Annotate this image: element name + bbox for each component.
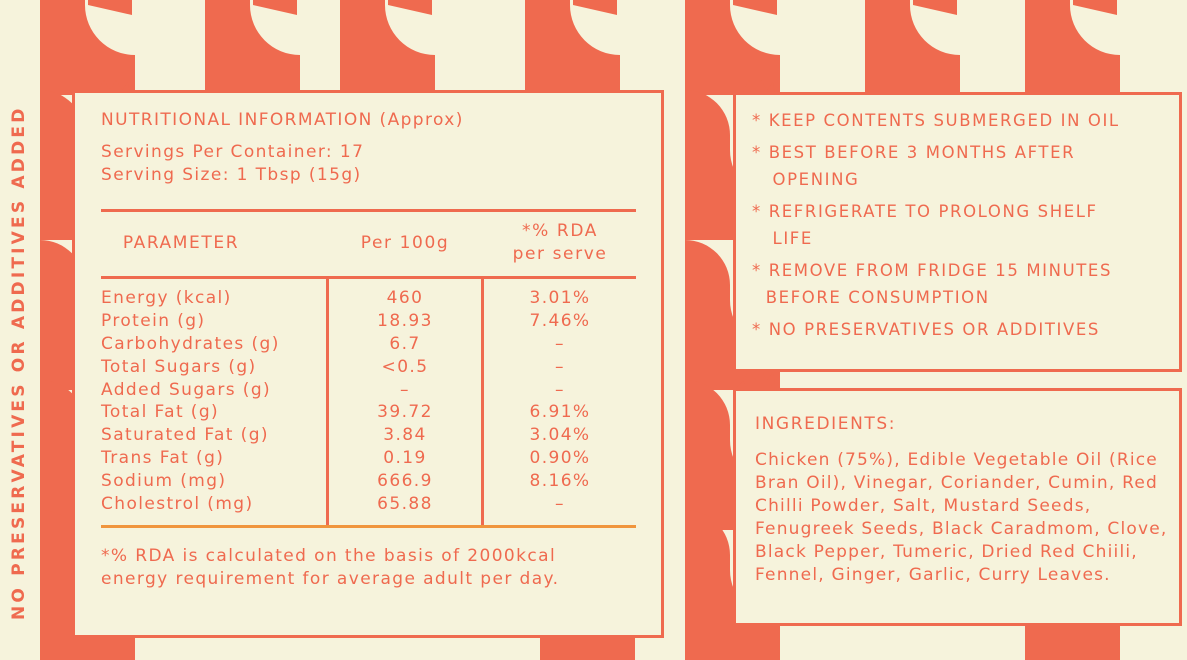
side-slogan: NO PRESERVATIVES OR ADDITIVES ADDED xyxy=(9,105,29,620)
header-rda-line1: *% RDA xyxy=(522,221,598,241)
instruction-item: * BEST BEFORE 3 MONTHS AFTER OPENING xyxy=(752,143,1076,189)
per100-cell: 0.19 xyxy=(383,448,427,469)
rda-cell: 0.90% xyxy=(529,448,591,469)
table-row: Saturated Fat (g) 3.84 3.04% xyxy=(101,424,636,447)
per100-cell: 65.88 xyxy=(377,494,433,515)
rda-cell: 6.91% xyxy=(529,402,591,423)
storage-instructions-panel: * KEEP CONTENTS SUBMERGED IN OIL * BEST … xyxy=(733,92,1182,372)
instruction-item: * KEEP CONTENTS SUBMERGED IN OIL xyxy=(752,111,1120,130)
param-cell: Added Sugars (g) xyxy=(101,379,272,400)
param-cell: Carbohydrates (g) xyxy=(101,333,280,354)
per100-cell: 6.7 xyxy=(389,333,421,354)
param-cell: Sodium (mg) xyxy=(101,471,227,492)
instruction-item: * REMOVE FROM FRIDGE 15 MINUTES BEFORE C… xyxy=(752,261,1113,307)
table-row: Energy (kcal) 460 3.01% xyxy=(101,287,636,310)
param-cell: Total Fat (g) xyxy=(101,402,220,423)
rooster-icon xyxy=(340,0,444,95)
table-row: Sodium (mg) 666.9 8.16% xyxy=(101,470,636,493)
instruction-item: * REFRIGERATE TO PROLONG SHELF LIFE xyxy=(752,202,1098,248)
rda-cell: 3.04% xyxy=(529,425,591,446)
param-cell: Total Sugars (g) xyxy=(101,356,257,377)
param-cell: Cholestrol (mg) xyxy=(101,494,254,515)
per100-cell: 460 xyxy=(386,288,424,308)
rda-cell: – xyxy=(555,333,565,354)
header-per-100g: Per 100g xyxy=(360,233,450,253)
table-row: Protein (g) 18.93 7.46% xyxy=(101,310,636,333)
header-rda-line2: per serve xyxy=(512,244,608,264)
table-row: Cholestrol (mg) 65.88 – xyxy=(101,493,636,519)
instructions-list: * KEEP CONTENTS SUBMERGED IN OIL * BEST … xyxy=(752,107,1120,348)
divider xyxy=(101,276,636,279)
ingredients-text: Chicken (75%), Edible Vegetable Oil (Ric… xyxy=(755,450,1168,585)
rooster-icon xyxy=(865,0,969,95)
per100-cell: 666.9 xyxy=(377,471,433,492)
per100-cell: <0.5 xyxy=(381,356,429,377)
per100-cell: 3.84 xyxy=(383,425,427,446)
table-row: Total Sugars (g) <0.5 – xyxy=(101,356,636,379)
table-row: Trans Fat (g) 0.19 0.90% xyxy=(101,447,636,470)
table-row: Total Fat (g) 39.72 6.91% xyxy=(101,401,636,424)
per100-cell: 39.72 xyxy=(377,402,433,423)
rooster-icon xyxy=(525,0,629,95)
rda-cell: 7.46% xyxy=(529,310,591,331)
nutrition-table-body: Energy (kcal) 460 3.01% Protein (g) 18.93 7.… xyxy=(101,287,636,519)
rooster-icon xyxy=(685,0,789,95)
rda-footnote: *% RDA is calculated on the basis of 200… xyxy=(101,546,560,589)
rooster-icon xyxy=(1025,0,1129,95)
column-divider xyxy=(326,279,329,527)
rooster-icon xyxy=(205,0,309,95)
nutrition-panel: NUTRITIONAL INFORMATION (Approx) Serving… xyxy=(72,90,664,638)
table-bottom-rule xyxy=(101,525,636,528)
rda-cell: – xyxy=(555,494,565,515)
ingredients-panel: INGREDIENTS: Chicken (75%), Edible Veget… xyxy=(733,388,1182,626)
serving-size: Serving Size: 1 Tbsp (15g) xyxy=(101,165,362,185)
instruction-item: * NO PRESERVATIVES OR ADDITIVES xyxy=(752,320,1100,339)
param-cell: Protein (g) xyxy=(101,310,206,331)
table-row: Carbohydrates (g) 6.7 – xyxy=(101,333,636,356)
servings-per-container: Servings Per Container: 17 xyxy=(101,142,365,162)
per100-cell: – xyxy=(400,379,410,400)
param-cell: Saturated Fat (g) xyxy=(101,425,269,446)
column-divider xyxy=(481,279,484,527)
per100-cell: 18.93 xyxy=(377,310,433,331)
param-cell: Energy (kcal) xyxy=(101,288,232,308)
nutrition-title: NUTRITIONAL INFORMATION (Approx) xyxy=(101,110,464,130)
header-rda: *% RDA per serve xyxy=(484,220,636,266)
ingredients-title: INGREDIENTS: xyxy=(755,414,897,434)
param-cell: Trans Fat (g) xyxy=(101,448,225,469)
rda-cell: 3.01% xyxy=(529,288,591,308)
rda-cell: 8.16% xyxy=(529,471,591,492)
rooster-icon xyxy=(40,0,144,95)
rda-cell: – xyxy=(555,356,565,377)
rda-cell: – xyxy=(555,379,565,400)
table-row: Added Sugars (g) – – xyxy=(101,379,636,402)
divider xyxy=(101,209,636,212)
header-parameter: PARAMETER xyxy=(122,233,240,253)
